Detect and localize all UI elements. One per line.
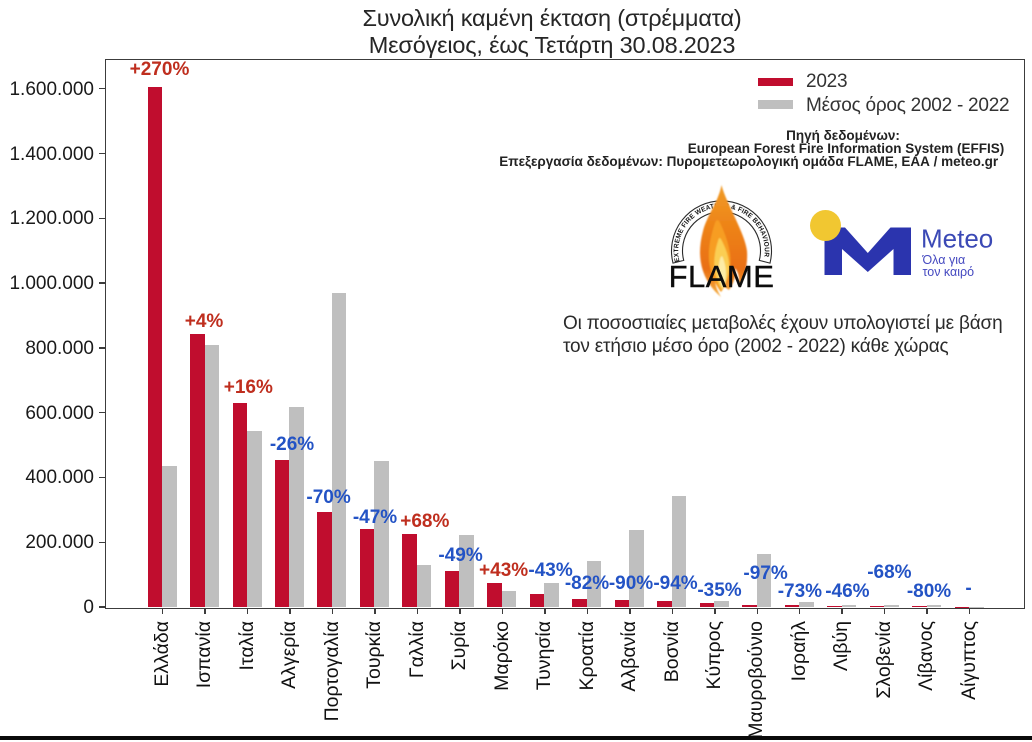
svg-text:FLAME: FLAME (669, 259, 775, 294)
svg-text:τον καιρό: τον καιρό (923, 265, 975, 279)
svg-text:Meteo: Meteo (921, 224, 993, 254)
svg-text:Όλα για: Όλα για (922, 253, 966, 267)
